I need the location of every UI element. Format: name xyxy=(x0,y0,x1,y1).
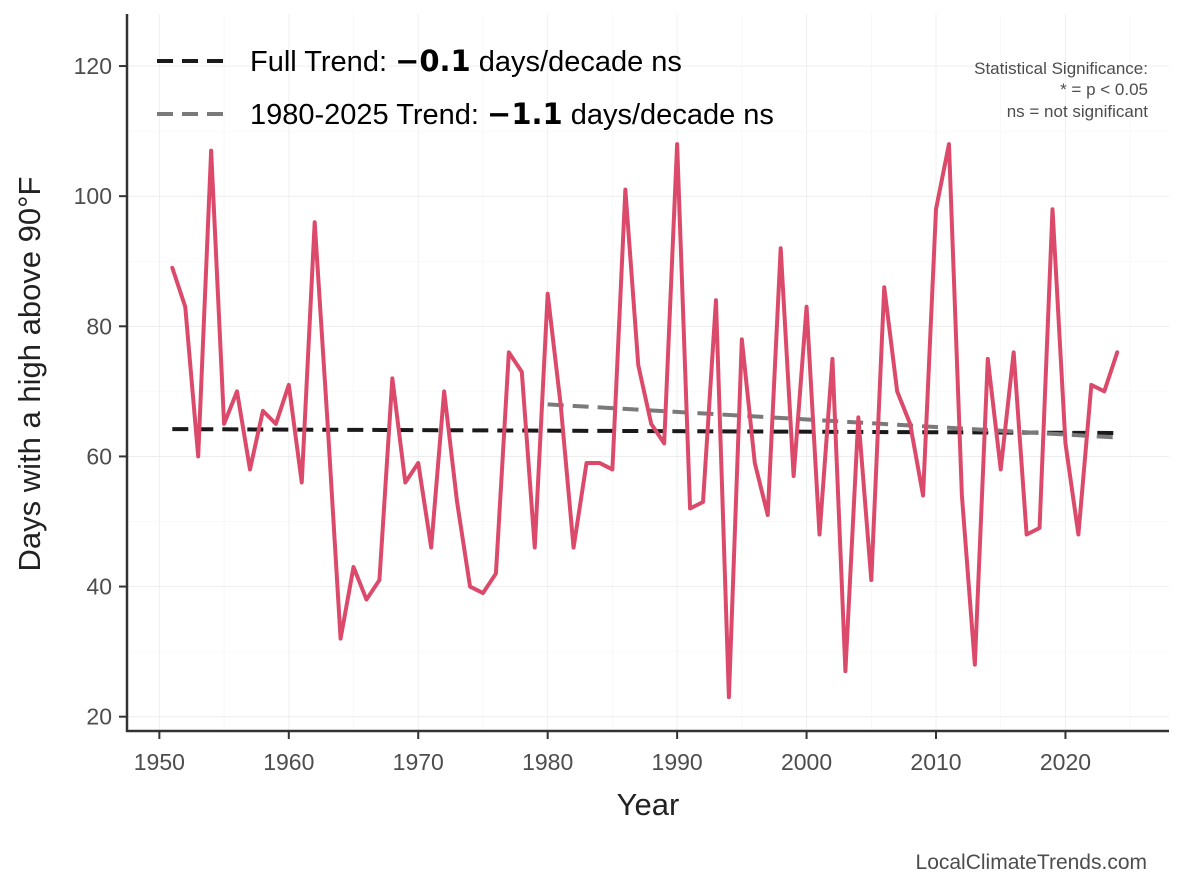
data-series xyxy=(170,142,1120,700)
x-tick-label-1990: 1990 xyxy=(652,749,703,775)
y-tick-label-100: 100 xyxy=(74,183,112,209)
x-tick-label-2020: 2020 xyxy=(1040,749,1091,775)
y-tick-label-120: 120 xyxy=(74,53,112,79)
x-tick-label-1960: 1960 xyxy=(263,749,314,775)
x-tick-label-1970: 1970 xyxy=(393,749,444,775)
significance-star: * = p < 0.05 xyxy=(1060,80,1148,99)
x-axis-ticks: 1950 1960 1970 1980 1990 2000 2010 2020 xyxy=(134,731,1091,775)
legend-full-slope: −0.1 xyxy=(395,44,471,78)
credit-text: LocalClimateTrends.com xyxy=(916,851,1147,874)
x-tick-label-1950: 1950 xyxy=(134,749,185,775)
legend-full-prefix: Full Trend: xyxy=(250,46,395,78)
legend-label-full-trend: Full Trend: −0.1 days/decade ns xyxy=(250,44,682,78)
x-tick-label-2010: 2010 xyxy=(910,749,961,775)
x-tick-label-2000: 2000 xyxy=(781,749,832,775)
x-axis-title: Year xyxy=(617,787,680,822)
y-axis-title: Days with a high above 90°F xyxy=(12,177,47,572)
legend-label-recent-trend: 1980-2025 Trend: −1.1 days/decade ns xyxy=(250,97,774,131)
y-axis-ticks: 20 40 60 80 100 120 xyxy=(74,53,127,730)
legend: Full Trend: −0.1 days/decade ns 1980-202… xyxy=(157,44,774,131)
significance-title: Statistical Significance: xyxy=(974,59,1148,78)
trend-lines xyxy=(172,402,1118,440)
trend-line-1980-2025 xyxy=(547,402,1118,440)
x-tick-label-1980: 1980 xyxy=(522,749,573,775)
legend-recent-prefix: 1980-2025 Trend: xyxy=(250,99,487,131)
y-tick-label-40: 40 xyxy=(86,574,112,600)
y-tick-label-60: 60 xyxy=(86,443,112,469)
series-line-days-above-90 xyxy=(170,142,1120,700)
legend-recent-suffix: days/decade ns xyxy=(563,99,774,131)
y-tick-label-80: 80 xyxy=(86,313,112,339)
significance-note: Statistical Significance: * = p < 0.05 n… xyxy=(974,59,1148,121)
y-tick-label-20: 20 xyxy=(86,704,112,730)
legend-full-suffix: days/decade ns xyxy=(471,46,682,78)
legend-recent-slope: −1.1 xyxy=(487,97,563,131)
significance-ns: ns = not significant xyxy=(1007,102,1149,121)
gridlines xyxy=(127,14,1169,731)
